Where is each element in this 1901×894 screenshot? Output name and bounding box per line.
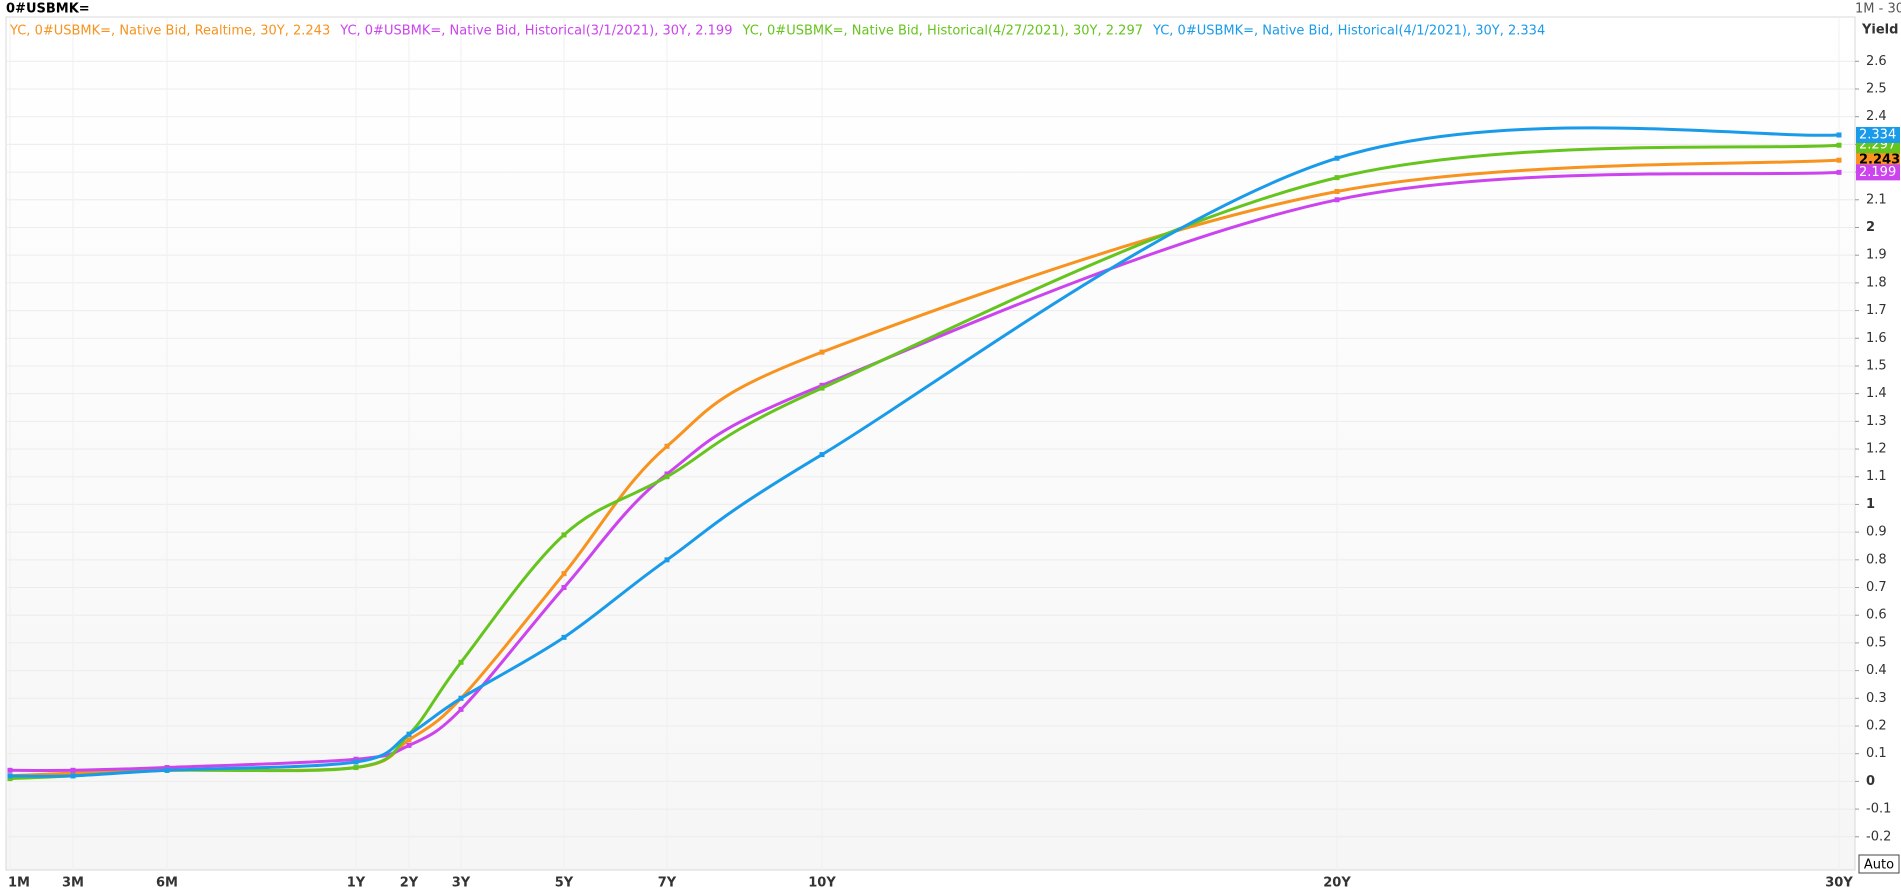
end-value-label: 2.334 — [1859, 127, 1896, 142]
y-tick-label: 1.4 — [1866, 386, 1887, 401]
point-marker — [1334, 188, 1340, 194]
point-marker — [406, 737, 412, 743]
point-marker — [458, 695, 464, 701]
y-tick-label: 1.6 — [1866, 331, 1887, 346]
x-tick-label: 1M — [8, 876, 30, 891]
end-value-badge — [1856, 126, 1900, 143]
point-marker — [458, 706, 464, 712]
y-tick-label: 1.7 — [1866, 303, 1887, 318]
x-tick-label: 2Y — [400, 876, 419, 891]
y-tick-label: 0.7 — [1866, 580, 1887, 595]
point-marker — [1334, 175, 1340, 181]
x-tick-label: 6M — [156, 876, 178, 891]
y-tick-label: 1 — [1866, 497, 1875, 512]
point-marker — [1836, 169, 1842, 175]
point-marker — [70, 770, 76, 776]
point-marker — [561, 634, 567, 640]
y-tick-label: 2 — [1866, 220, 1875, 235]
point-marker — [819, 349, 825, 355]
point-marker — [1836, 142, 1842, 148]
y-tick-label: 0.2 — [1866, 718, 1887, 733]
end-value-badge — [1856, 152, 1900, 169]
x-tick-label: 3M — [62, 876, 84, 891]
x-tick-label: 3Y — [452, 876, 471, 891]
y-tick-label: 1.3 — [1866, 414, 1887, 429]
point-marker — [664, 557, 670, 563]
x-tick-label: 30Y — [1825, 876, 1853, 891]
point-marker — [819, 452, 825, 458]
point-marker — [664, 471, 670, 477]
point-marker — [1836, 157, 1842, 163]
point-marker — [164, 765, 170, 771]
x-tick-label: 20Y — [1323, 876, 1351, 891]
point-marker — [561, 585, 567, 591]
point-marker — [1836, 132, 1842, 138]
point-marker — [1334, 197, 1340, 203]
legend-entry: YC, 0#USBMK=, Native Bid, Historical(3/1… — [339, 24, 732, 39]
point-marker — [353, 765, 359, 771]
legend-entry: YC, 0#USBMK=, Native Bid, Realtime, 30Y,… — [9, 24, 330, 39]
legend-entry: YC, 0#USBMK=, Native Bid, Historical(4/2… — [741, 24, 1143, 39]
y-tick-label: 2.5 — [1866, 82, 1887, 97]
labels: -0.2 -0.1 0 0.1 0.2 0.3 0.4 0.5 0.6 0.7 0.8 0.9 1 1.1… — [8, 24, 1900, 891]
series-line — [9, 170, 1840, 773]
point-marker — [164, 767, 170, 773]
y-tick-label: 0.6 — [1866, 608, 1887, 623]
point-marker — [7, 767, 13, 773]
y-tick-label: 1.8 — [1866, 275, 1887, 290]
point-marker — [664, 443, 670, 449]
point-marker — [1334, 155, 1340, 161]
point-marker — [819, 385, 825, 391]
y-tick-label: 0.5 — [1866, 635, 1887, 650]
point-marker — [70, 773, 76, 779]
point-marker — [819, 382, 825, 388]
point-marker — [406, 742, 412, 748]
y-tick-label: 1.2 — [1866, 442, 1887, 457]
y-tick-label: 0.8 — [1866, 552, 1887, 567]
end-value-badge — [1856, 164, 1900, 181]
point-marker — [458, 659, 464, 665]
point-marker — [406, 731, 412, 737]
y-tick-label: 0.1 — [1866, 746, 1887, 761]
y-tick-label: 0 — [1866, 774, 1875, 789]
point-marker — [7, 773, 13, 779]
point-marker — [353, 756, 359, 762]
x-tick-label: 10Y — [808, 876, 836, 891]
legend-entry: YC, 0#USBMK=, Native Bid, Historical(4/1… — [1152, 24, 1545, 39]
point-marker — [70, 767, 76, 773]
point-marker — [353, 759, 359, 765]
y-tick-label: 0.4 — [1866, 663, 1887, 678]
y-axis-label: Yield — [1861, 23, 1898, 38]
chart-title: 0#USBMK= — [6, 2, 90, 17]
end-value-label: 2.243 — [1859, 153, 1900, 168]
x-tick-label: 1Y — [347, 876, 366, 891]
y-tick-label: 2.1 — [1866, 192, 1887, 207]
y-tick-label: 2.4 — [1866, 109, 1887, 124]
y-tick-label: 1.9 — [1866, 248, 1887, 263]
x-tick-label: 5Y — [555, 876, 574, 891]
y-tick-label: 2.6 — [1866, 54, 1887, 69]
chart-subtitle: 1M - 30Y — [1855, 2, 1901, 17]
auto-button[interactable] — [1858, 854, 1900, 874]
point-marker — [561, 532, 567, 538]
lines — [7, 126, 1842, 782]
y-tick-label: -0.2 — [1866, 829, 1891, 844]
point-marker — [664, 474, 670, 480]
auto-button-label[interactable]: Auto — [1864, 858, 1894, 873]
x-tick-label: 7Y — [658, 876, 677, 891]
plot-area — [5, 16, 1856, 871]
end-value-label: 2.199 — [1859, 165, 1896, 180]
y-tick-label: 0.9 — [1866, 525, 1887, 540]
point-marker — [561, 571, 567, 577]
y-tick-label: -0.1 — [1866, 802, 1891, 817]
y-tick-label: 1.1 — [1866, 469, 1887, 484]
y-tick-label: 0.3 — [1866, 691, 1887, 706]
y-tick-label: 1.5 — [1866, 358, 1887, 373]
point-marker — [7, 776, 13, 782]
